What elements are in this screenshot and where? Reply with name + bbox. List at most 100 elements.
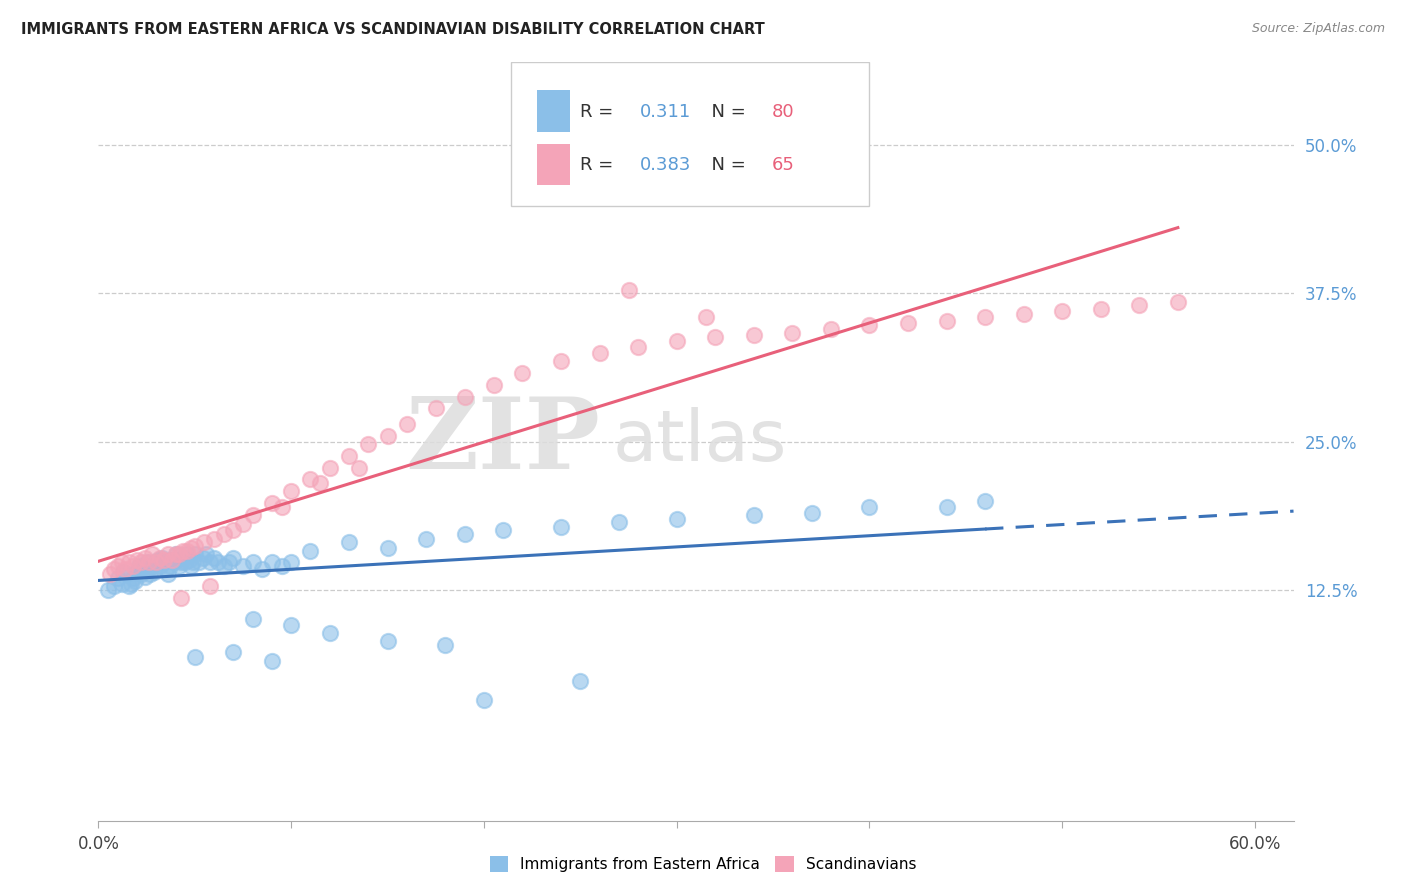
Point — [617, 283, 640, 297]
Point — [425, 401, 447, 416]
Point — [122, 571, 145, 585]
Point — [232, 517, 254, 532]
Point — [184, 547, 207, 561]
Point — [160, 553, 183, 567]
Point — [280, 555, 302, 569]
Point — [377, 541, 399, 556]
Point — [242, 612, 264, 626]
Point — [627, 340, 650, 354]
Point — [187, 555, 209, 569]
Point — [482, 377, 505, 392]
Text: 0.383: 0.383 — [640, 156, 692, 174]
Point — [935, 314, 957, 328]
Point — [453, 390, 475, 404]
Point — [107, 571, 129, 585]
Point — [512, 366, 534, 380]
Point — [260, 496, 283, 510]
Text: 80: 80 — [772, 103, 794, 120]
Point — [434, 638, 457, 652]
Point — [191, 550, 214, 565]
Text: ZIP: ZIP — [405, 393, 600, 490]
Point — [103, 579, 125, 593]
Point — [242, 508, 264, 522]
Point — [180, 558, 202, 573]
Point — [114, 562, 136, 576]
Point — [347, 460, 370, 475]
Point — [270, 500, 292, 514]
Point — [242, 555, 264, 569]
Text: IMMIGRANTS FROM EASTERN AFRICA VS SCANDINAVIAN DISABILITY CORRELATION CHART: IMMIGRANTS FROM EASTERN AFRICA VS SCANDI… — [21, 22, 765, 37]
Point — [143, 565, 166, 579]
Point — [166, 553, 188, 567]
Point — [110, 576, 132, 591]
Point — [280, 618, 302, 632]
Point — [98, 567, 121, 582]
Point — [1090, 301, 1112, 316]
Point — [607, 515, 630, 529]
Point — [337, 535, 360, 549]
Point — [103, 562, 125, 576]
Point — [858, 500, 880, 514]
Point — [156, 547, 179, 561]
Point — [212, 527, 235, 541]
FancyBboxPatch shape — [537, 90, 571, 132]
Point — [742, 327, 765, 342]
Point — [974, 310, 997, 325]
Text: N =: N = — [700, 156, 751, 174]
Point — [149, 550, 172, 565]
Point — [153, 555, 176, 569]
Point — [222, 550, 245, 565]
Point — [260, 555, 283, 569]
Point — [128, 558, 150, 573]
Point — [665, 511, 688, 525]
Point — [184, 539, 207, 553]
Point — [129, 555, 152, 569]
Point — [550, 520, 572, 534]
Point — [800, 506, 823, 520]
Point — [222, 645, 245, 659]
Point — [159, 558, 181, 573]
Point — [200, 555, 222, 569]
Point — [935, 500, 957, 514]
Point — [1012, 307, 1035, 321]
Point — [129, 567, 152, 582]
Point — [193, 535, 215, 549]
Point — [569, 673, 592, 688]
Point — [218, 555, 240, 569]
Point — [124, 574, 146, 589]
Point — [181, 555, 204, 569]
Point — [118, 579, 141, 593]
Point — [1167, 294, 1189, 309]
Point — [169, 547, 191, 561]
Text: R =: R = — [581, 103, 619, 120]
Point — [974, 493, 997, 508]
Text: 0.311: 0.311 — [640, 103, 692, 120]
Point — [195, 547, 218, 561]
Point — [138, 562, 160, 576]
Point — [160, 553, 183, 567]
Point — [588, 345, 610, 359]
Point — [858, 318, 880, 333]
Point — [299, 543, 322, 558]
Point — [212, 558, 235, 573]
Point — [202, 550, 225, 565]
Point — [141, 547, 163, 561]
Point — [132, 562, 155, 576]
Point — [742, 508, 765, 522]
Point — [200, 579, 222, 593]
Point — [153, 553, 176, 567]
Point — [176, 543, 198, 558]
Point — [145, 555, 167, 569]
Point — [176, 547, 198, 561]
Point — [695, 310, 717, 325]
Legend: Immigrants from Eastern Africa, Scandinavians: Immigrants from Eastern Africa, Scandina… — [482, 848, 924, 880]
Point — [270, 558, 292, 573]
Point — [202, 532, 225, 546]
Point — [453, 527, 475, 541]
Point — [232, 558, 254, 573]
Point — [415, 532, 437, 546]
Point — [337, 449, 360, 463]
Point — [110, 555, 132, 569]
Point — [207, 555, 229, 569]
Point — [169, 558, 191, 573]
